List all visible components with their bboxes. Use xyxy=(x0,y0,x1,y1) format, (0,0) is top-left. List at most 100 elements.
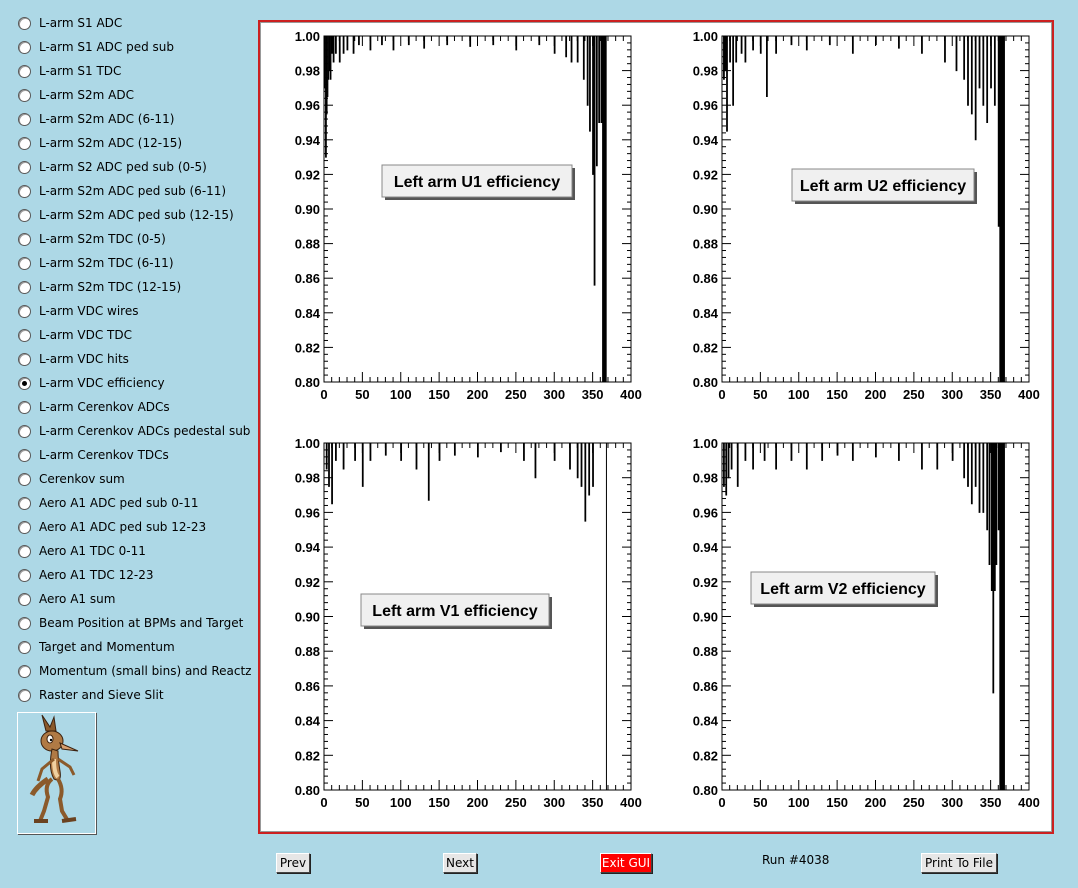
radio-button[interactable] xyxy=(18,520,31,534)
histogram-dip xyxy=(982,443,984,513)
histogram-title: Left arm V2 efficiency xyxy=(760,581,926,598)
radio-button[interactable] xyxy=(18,328,31,342)
histogram-dip xyxy=(1001,443,1003,790)
radio-button[interactable] xyxy=(18,256,31,270)
histogram-dip xyxy=(331,36,333,54)
radio-button[interactable] xyxy=(18,496,31,510)
x-tick-label: 100 xyxy=(788,387,810,402)
radio-button[interactable] xyxy=(18,40,31,54)
radio-button[interactable] xyxy=(18,280,31,294)
histogram-dip xyxy=(986,36,988,123)
radio-button[interactable] xyxy=(18,424,31,438)
radio-button[interactable] xyxy=(18,112,31,126)
radio-option[interactable]: Aero A1 ADC ped sub 0-11 xyxy=(14,493,198,513)
y-tick-label: 1.00 xyxy=(295,29,320,44)
histogram-dip xyxy=(428,443,430,501)
radio-button[interactable] xyxy=(18,16,31,30)
radio-option[interactable]: L-arm S2m ADC xyxy=(14,85,134,105)
histogram-dip xyxy=(362,443,364,487)
radio-button[interactable] xyxy=(18,688,31,702)
x-tick-label: 0 xyxy=(718,387,725,402)
radio-button[interactable] xyxy=(18,664,31,678)
radio-option[interactable]: L-arm S1 TDC xyxy=(14,61,121,81)
y-tick-label: 0.80 xyxy=(693,783,718,798)
histogram-dip xyxy=(328,36,330,71)
histogram-dip xyxy=(400,443,402,461)
radio-option[interactable]: Aero A1 TDC 12-23 xyxy=(14,565,154,585)
radio-button[interactable] xyxy=(18,208,31,222)
histogram-dip xyxy=(385,443,387,456)
radio-option[interactable]: L-arm VDC TDC xyxy=(14,325,132,345)
radio-option[interactable]: L-arm S2m TDC (6-11) xyxy=(14,253,174,273)
radio-option[interactable]: Aero A1 TDC 0-11 xyxy=(14,541,146,561)
radio-button-selected[interactable] xyxy=(18,376,31,390)
y-tick-label: 0.98 xyxy=(295,64,320,79)
radio-button[interactable] xyxy=(18,616,31,630)
histogram-dip xyxy=(353,36,355,54)
radio-button[interactable] xyxy=(18,400,31,414)
histogram-dip xyxy=(963,36,965,80)
exit-gui-button[interactable]: Exit GUI xyxy=(600,853,652,873)
histogram-dip xyxy=(898,443,900,461)
radio-option[interactable]: L-arm S2m ADC ped sub (12-15) xyxy=(14,205,234,225)
radio-button[interactable] xyxy=(18,568,31,582)
y-tick-label: 0.90 xyxy=(295,610,320,625)
radio-option[interactable]: Aero A1 sum xyxy=(14,589,115,609)
radio-button[interactable] xyxy=(18,544,31,558)
next-button[interactable]: Next xyxy=(443,853,477,873)
print-to-file-button[interactable]: Print To File xyxy=(921,853,997,873)
radio-option[interactable]: L-arm S1 ADC xyxy=(14,13,122,33)
histogram-dip xyxy=(999,36,1001,382)
radio-option[interactable]: L-arm S2m ADC (12-15) xyxy=(14,133,182,153)
radio-button[interactable] xyxy=(18,64,31,78)
prev-button[interactable]: Prev xyxy=(276,853,310,873)
radio-option[interactable]: Cerenkov sum xyxy=(14,469,125,489)
radio-option[interactable]: L-arm S2 ADC ped sub (0-5) xyxy=(14,157,207,177)
histogram-dip xyxy=(752,443,754,470)
radio-option[interactable]: Raster and Sieve Slit xyxy=(14,685,164,705)
radio-option[interactable]: L-arm VDC hits xyxy=(14,349,129,369)
radio-option[interactable]: Target and Momentum xyxy=(14,637,175,657)
radio-option[interactable]: L-arm S2m ADC (6-11) xyxy=(14,109,174,129)
histogram-dip xyxy=(963,443,965,478)
radio-button[interactable] xyxy=(18,448,31,462)
radio-button[interactable] xyxy=(18,184,31,198)
radio-button[interactable] xyxy=(18,352,31,366)
radio-option[interactable]: L-arm Cerenkov TDCs xyxy=(14,445,169,465)
histogram-dip xyxy=(752,36,754,50)
radio-option[interactable]: Momentum (small bins) and Reactz xyxy=(14,661,251,681)
title-box xyxy=(791,168,975,202)
radio-button[interactable] xyxy=(18,472,31,486)
radio-option[interactable]: L-arm S2m ADC ped sub (6-11) xyxy=(14,181,226,201)
radio-label: Aero A1 sum xyxy=(39,592,116,606)
histogram-dip xyxy=(454,443,456,456)
radio-button[interactable] xyxy=(18,136,31,150)
radio-button[interactable] xyxy=(18,160,31,174)
radio-option[interactable]: L-arm S1 ADC ped sub xyxy=(14,37,174,57)
radio-option[interactable]: Aero A1 ADC ped sub 12-23 xyxy=(14,517,206,537)
histogram-dip xyxy=(423,36,425,49)
radio-button[interactable] xyxy=(18,304,31,318)
radio-label: L-arm S2m TDC (12-15) xyxy=(39,280,182,294)
radio-option[interactable]: L-arm S2m TDC (0-5) xyxy=(14,229,166,249)
radio-option[interactable]: L-arm Cerenkov ADCs xyxy=(14,397,170,417)
radio-label: L-arm VDC wires xyxy=(39,304,139,318)
radio-option[interactable]: Beam Position at BPMs and Target xyxy=(14,613,243,633)
y-tick-label: 0.98 xyxy=(693,471,718,486)
histogram-dip xyxy=(990,36,992,88)
histogram-dip xyxy=(587,36,589,106)
y-tick-label: 0.80 xyxy=(295,375,320,390)
radio-option[interactable]: L-arm VDC wires xyxy=(14,301,138,321)
radio-option[interactable]: L-arm VDC efficiency xyxy=(14,373,165,393)
radio-button[interactable] xyxy=(18,232,31,246)
radio-option[interactable]: L-arm S2m TDC (12-15) xyxy=(14,277,181,297)
histogram-dip xyxy=(592,443,594,487)
radio-option[interactable]: L-arm Cerenkov ADCs pedestal sub xyxy=(14,421,250,441)
radio-button[interactable] xyxy=(18,592,31,606)
radio-label: Cerenkov sum xyxy=(39,472,125,486)
radio-label: L-arm Cerenkov ADCs xyxy=(39,400,170,414)
radio-button[interactable] xyxy=(18,640,31,654)
radio-label: Target and Momentum xyxy=(39,640,175,654)
radio-button[interactable] xyxy=(18,88,31,102)
title-box xyxy=(381,164,573,198)
